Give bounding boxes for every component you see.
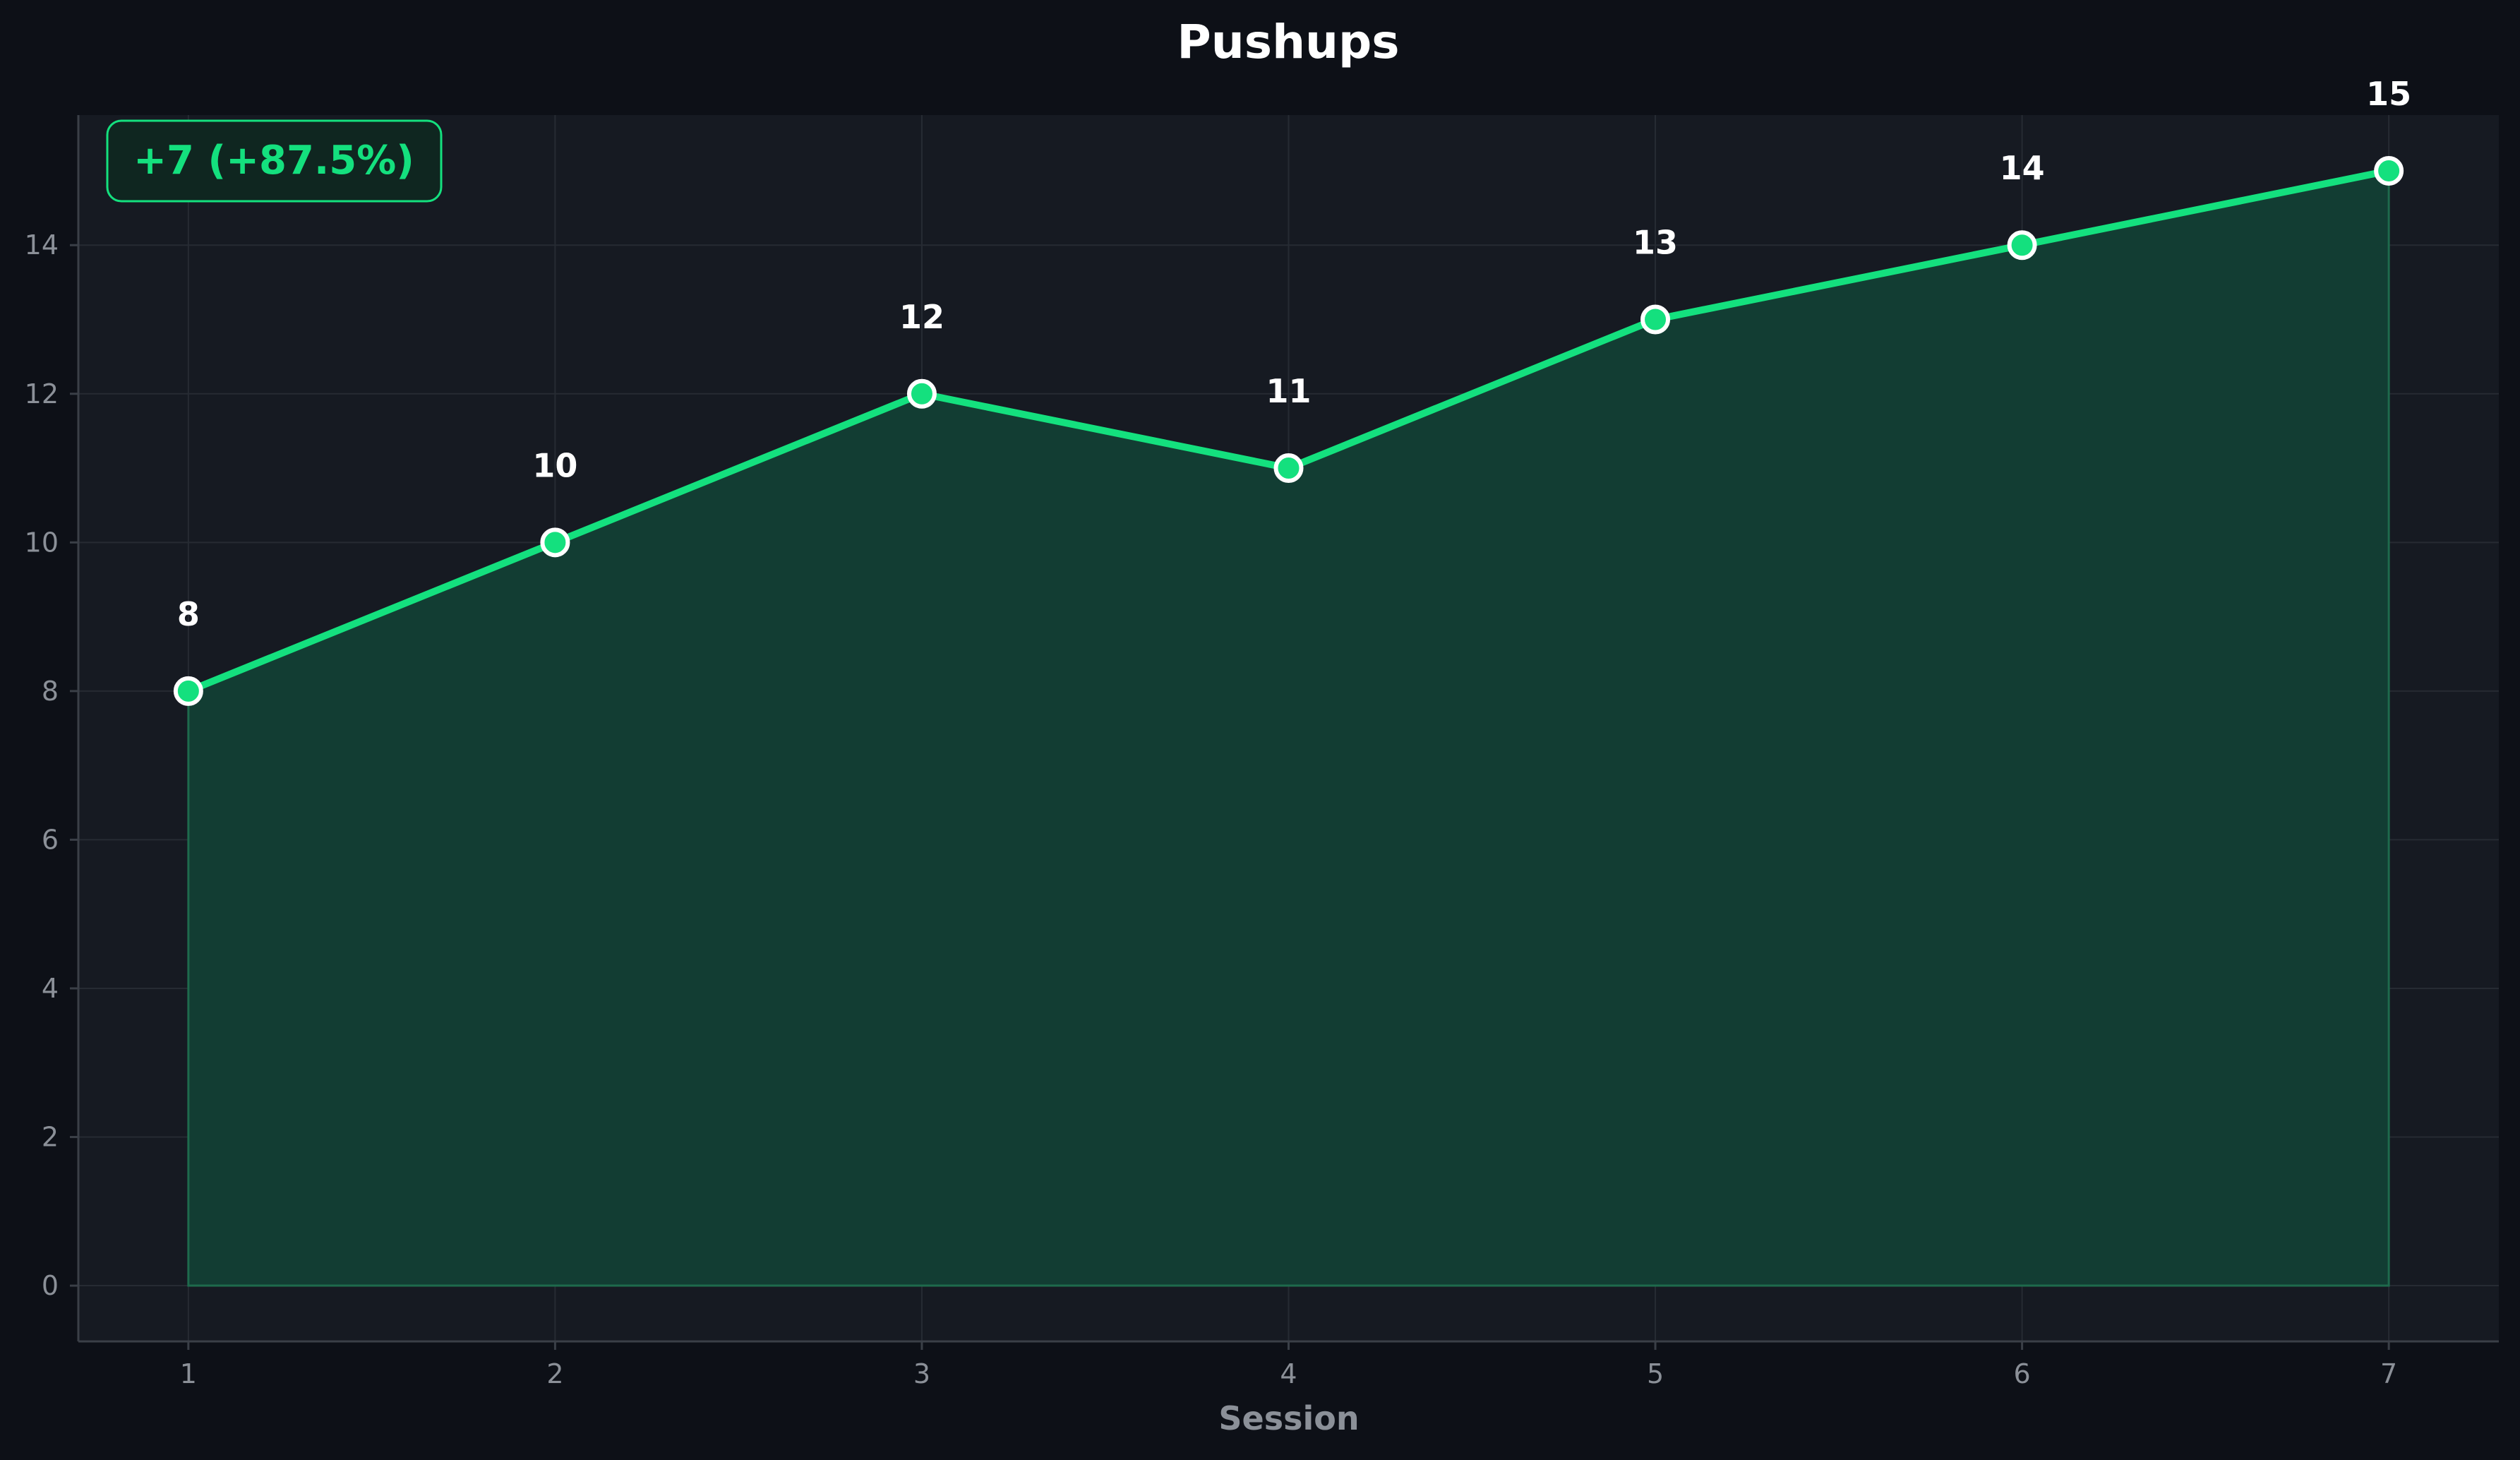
data-label: 8 [177,595,200,633]
y-tick-label: 0 [42,1270,59,1301]
data-label: 10 [532,446,577,484]
x-tick-label: 2 [546,1358,563,1389]
y-tick-labels: 0 2 4 6 8 10 12 14 [25,229,78,1301]
y-tick-label: 14 [25,229,59,261]
data-point [1273,453,1304,484]
x-tick-label: 6 [2013,1358,2030,1389]
x-tick-label: 1 [180,1358,197,1389]
data-point [2007,230,2037,261]
data-points-layer [173,155,2404,706]
x-tick-label: 4 [1280,1358,1297,1389]
data-point [2374,155,2404,186]
y-tick-label: 10 [25,527,59,558]
change-badge-box [106,119,443,203]
data-label: 11 [1266,372,1311,410]
data-label: 12 [899,298,944,336]
x-tick-label: 7 [2380,1358,2397,1389]
data-point [906,378,937,409]
chart-title: Pushups [1177,15,1399,69]
data-labels-layer: 8 10 12 11 13 14 15 [177,75,2411,633]
y-tick-label: 8 [42,676,59,707]
change-badge-text: +7 (+87.5%) [133,138,414,184]
data-label: 13 [1633,224,1678,262]
change-badge: +7 (+87.5%) [106,119,443,203]
data-point [173,676,203,706]
y-tick-label: 4 [42,973,59,1004]
x-tick-label: 3 [913,1358,930,1389]
y-tick-label: 2 [42,1122,59,1153]
data-point [540,527,570,558]
x-tick-label: 5 [1647,1358,1664,1389]
x-tick-labels: 1 2 3 4 5 6 7 [180,1341,2397,1389]
y-tick-label: 6 [42,824,59,855]
x-axis-title: Session [1218,1399,1359,1437]
data-point [1640,304,1671,335]
data-label: 15 [2366,75,2411,113]
y-tick-label: 12 [25,378,59,409]
data-label: 14 [2000,149,2045,187]
